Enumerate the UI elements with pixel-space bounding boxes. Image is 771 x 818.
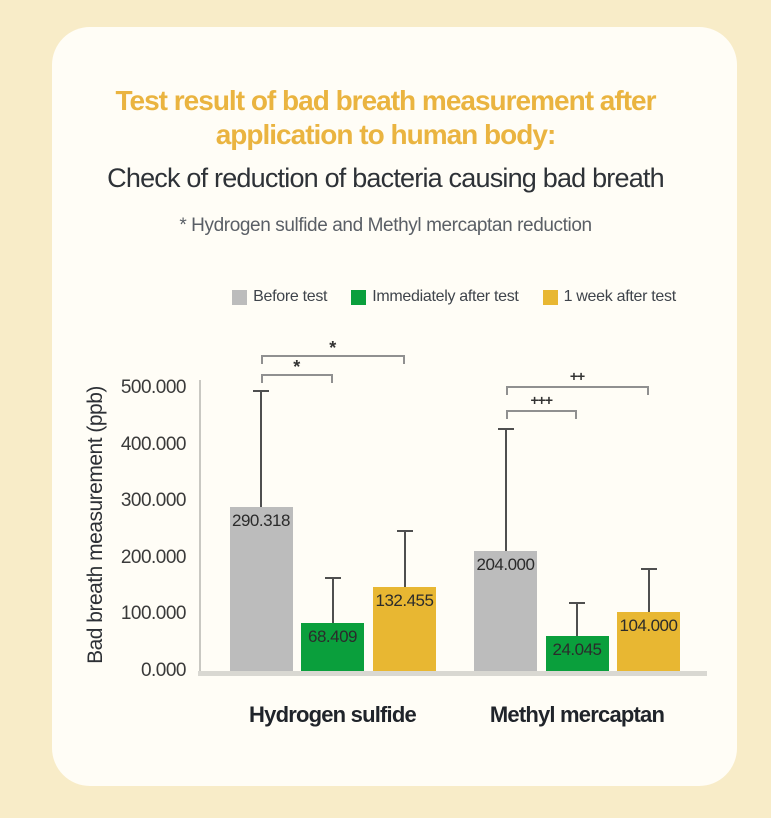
page-subtitle: Check of reduction of bacteria causing b… bbox=[107, 163, 664, 193]
bar-value-label: 68.409 bbox=[308, 627, 358, 647]
error-bar-cap bbox=[569, 602, 585, 605]
error-bar-stem bbox=[647, 569, 650, 613]
legend-swatch-icon bbox=[232, 289, 248, 305]
bar bbox=[545, 635, 609, 671]
significance-label: ++ bbox=[569, 368, 585, 384]
y-tick-label: 0.000 bbox=[140, 660, 187, 681]
y-tick-label: 500.000 bbox=[120, 377, 187, 398]
bar-value-label: 24.045 bbox=[552, 639, 603, 659]
footnote: * Hydrogen sulfide and Methyl mercaptan … bbox=[179, 215, 592, 236]
significance-label: * bbox=[293, 357, 301, 377]
x-axis-baseline bbox=[198, 671, 707, 676]
y-axis-title: Bad breath measurement (ppb) bbox=[84, 386, 107, 664]
y-tick-label: 300.000 bbox=[120, 490, 187, 512]
significance-bracket bbox=[261, 374, 333, 383]
page-title-line2: application to human body: bbox=[215, 119, 557, 150]
bar-value-label: 104.000 bbox=[619, 616, 678, 636]
legend-item: Immediately after test bbox=[351, 288, 519, 306]
bar-value-label: 290.318 bbox=[232, 510, 290, 530]
error-bar-stem bbox=[331, 578, 334, 624]
x-category-label: Hydrogen sulfide bbox=[249, 702, 417, 727]
error-bar-stem bbox=[576, 603, 578, 636]
legend-swatch-icon bbox=[351, 289, 367, 305]
error-bar-cap bbox=[396, 530, 413, 533]
page-title-line1: Test result of bad breath measurement af… bbox=[115, 85, 657, 116]
y-tick-label: 400.000 bbox=[120, 433, 187, 455]
legend-label: 1 week after test bbox=[563, 288, 677, 305]
error-bar-cap bbox=[253, 389, 269, 392]
y-tick-label: 200.000 bbox=[120, 546, 187, 568]
significance-label: +++ bbox=[530, 392, 553, 408]
chart-legend: Before test Immediately after test 1 week … bbox=[200, 288, 708, 306]
error-bar-cap bbox=[324, 577, 341, 580]
significance-bracket bbox=[261, 355, 405, 364]
bar-value-label: 132.455 bbox=[375, 591, 434, 611]
error-bar-stem bbox=[403, 531, 406, 588]
legend-item: Before test bbox=[232, 288, 328, 306]
error-bar-cap bbox=[640, 568, 657, 571]
error-bar-cap bbox=[497, 427, 514, 430]
y-axis-line bbox=[199, 380, 201, 671]
bar bbox=[373, 587, 436, 671]
significance-label: * bbox=[329, 338, 337, 358]
bar bbox=[617, 612, 680, 671]
legend-label: Immediately after test bbox=[372, 288, 519, 305]
significance-bracket bbox=[505, 386, 649, 395]
significance-bracket bbox=[505, 410, 577, 419]
bar bbox=[229, 506, 293, 671]
bar-value-label: 204.000 bbox=[476, 555, 535, 574]
x-category-label: Methyl mercaptan bbox=[489, 702, 665, 727]
bar bbox=[474, 551, 537, 671]
legend-swatch-icon bbox=[542, 289, 558, 305]
legend-label: Before test bbox=[253, 288, 328, 305]
page-title: Test result of bad breath measurement af… bbox=[0, 84, 771, 152]
legend-item: 1 week after test bbox=[542, 288, 677, 306]
error-bar-stem bbox=[260, 390, 262, 507]
bar bbox=[301, 623, 364, 671]
error-bar-stem bbox=[504, 428, 507, 551]
y-tick-label: 100.000 bbox=[120, 603, 187, 625]
